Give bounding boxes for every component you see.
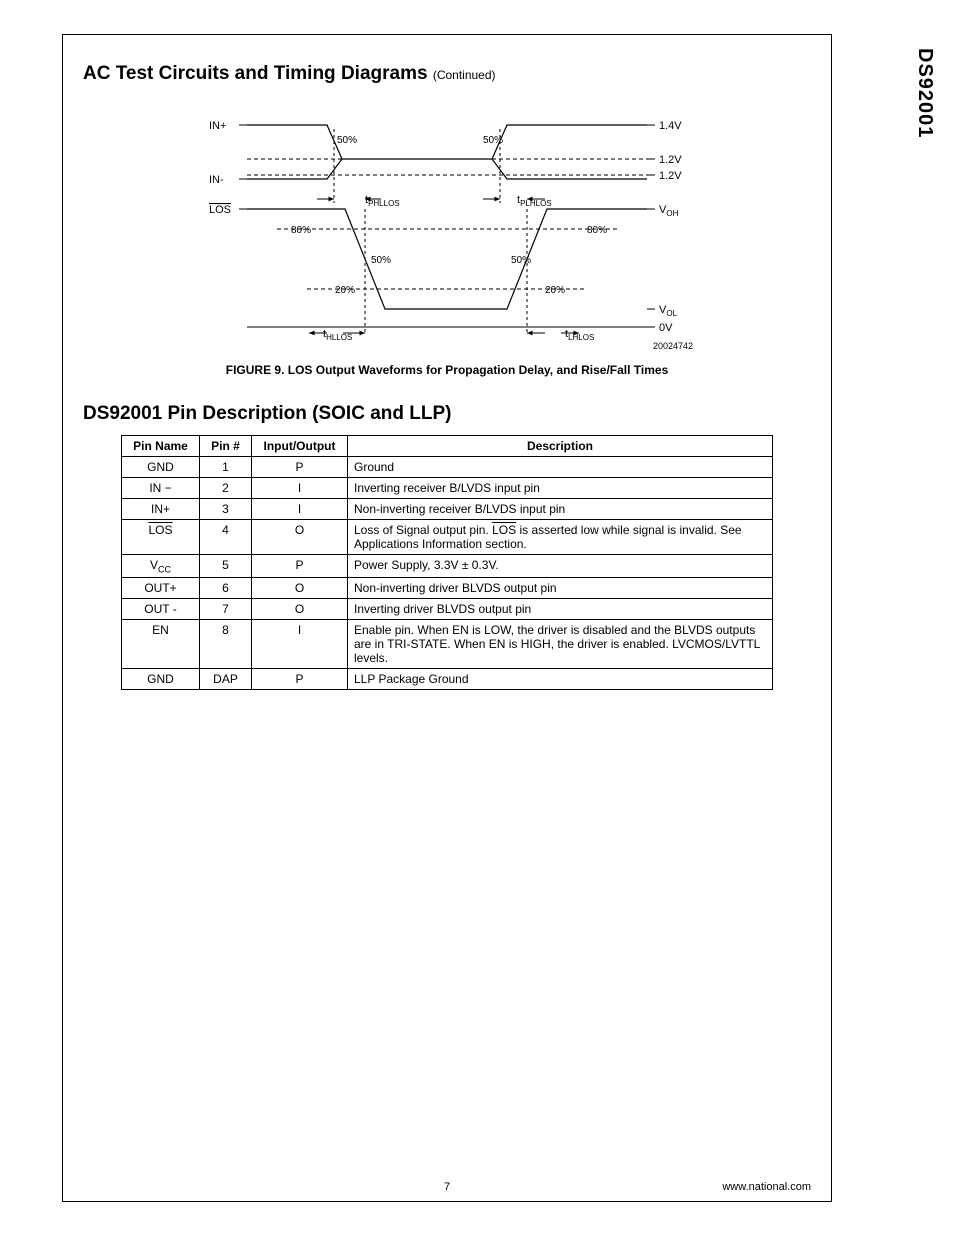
svg-text:IN-: IN-: [209, 174, 224, 186]
svg-text:20%: 20%: [545, 285, 565, 296]
cell-pin-num: 6: [200, 578, 252, 599]
cell-pin-name: OUT+: [122, 578, 200, 599]
pin-section-title: DS92001 Pin Description (SOIC and LLP): [83, 403, 811, 425]
table-row: LOS4OLoss of Signal output pin. LOS is a…: [122, 520, 773, 555]
svg-text:80%: 80%: [291, 225, 311, 236]
cell-pin-name: VCC: [122, 555, 200, 578]
section-continued: (Continued): [433, 68, 496, 82]
pin-description-table: Pin Name Pin # Input/Output Description …: [121, 435, 773, 690]
cell-pin-num: 7: [200, 599, 252, 620]
cell-pin-name: GND: [122, 669, 200, 690]
th-pin-num: Pin #: [200, 436, 252, 457]
cell-pin-name: LOS: [122, 520, 200, 555]
th-pin-name: Pin Name: [122, 436, 200, 457]
cell-desc: Ground: [348, 457, 773, 478]
cell-pin-num: 4: [200, 520, 252, 555]
page-frame: AC Test Circuits and Timing Diagrams (Co…: [62, 34, 832, 1202]
svg-text:0V: 0V: [659, 322, 673, 334]
cell-io: O: [252, 599, 348, 620]
cell-pin-name: GND: [122, 457, 200, 478]
cell-pin-num: 2: [200, 478, 252, 499]
section-title-text: AC Test Circuits and Timing Diagrams: [83, 63, 428, 84]
cell-pin-num: 3: [200, 499, 252, 520]
cell-desc: Inverting driver BLVDS output pin: [348, 599, 773, 620]
svg-text:50%: 50%: [483, 135, 503, 146]
svg-text:50%: 50%: [337, 135, 357, 146]
table-row: GNDDAPPLLP Package Ground: [122, 669, 773, 690]
table-row: VCC5PPower Supply, 3.3V ± 0.3V.: [122, 555, 773, 578]
cell-pin-num: 8: [200, 620, 252, 669]
svg-text:1.4V: 1.4V: [659, 120, 682, 132]
page-footer: 7 www.national.com: [63, 1181, 831, 1193]
timing-diagram: IN+ IN- LOS 1.4V 1.2V 1.2V VOH VOL 0V 50% 50% 80% 20…: [167, 103, 727, 353]
cell-desc: Power Supply, 3.3V ± 0.3V.: [348, 555, 773, 578]
timing-diagram-svg: IN+ IN- LOS 1.4V 1.2V 1.2V VOH VOL 0V 50% 50% 80% 20…: [167, 103, 727, 353]
svg-text:50%: 50%: [371, 255, 391, 266]
th-io: Input/Output: [252, 436, 348, 457]
svg-text:LOS: LOS: [209, 204, 231, 216]
table-row: OUT+6ONon-inverting driver BLVDS output …: [122, 578, 773, 599]
svg-text:IN+: IN+: [209, 120, 226, 132]
svg-text:20%: 20%: [335, 285, 355, 296]
table-header-row: Pin Name Pin # Input/Output Description: [122, 436, 773, 457]
cell-pin-num: 1: [200, 457, 252, 478]
cell-desc: Enable pin. When EN is LOW, the driver i…: [348, 620, 773, 669]
svg-text:80%: 80%: [587, 225, 607, 236]
figure-caption: FIGURE 9. LOS Output Waveforms for Propa…: [83, 363, 811, 377]
cell-io: O: [252, 520, 348, 555]
svg-text:tPLHLOS: tPLHLOS: [517, 194, 552, 208]
svg-text:VOL: VOL: [659, 304, 678, 318]
table-row: EN8IEnable pin. When EN is LOW, the driv…: [122, 620, 773, 669]
table-row: GND1PGround: [122, 457, 773, 478]
cell-io: P: [252, 457, 348, 478]
cell-pin-name: IN −: [122, 478, 200, 499]
cell-desc: Non-inverting receiver B/LVDS input pin: [348, 499, 773, 520]
svg-text:VOH: VOH: [659, 204, 679, 218]
section-title: AC Test Circuits and Timing Diagrams (Co…: [83, 63, 811, 85]
cell-desc: Loss of Signal output pin. LOS is assert…: [348, 520, 773, 555]
cell-pin-name: EN: [122, 620, 200, 669]
table-row: IN −2IInverting receiver B/LVDS input pi…: [122, 478, 773, 499]
cell-desc: Non-inverting driver BLVDS output pin: [348, 578, 773, 599]
cell-io: I: [252, 620, 348, 669]
side-part-label: DS92001: [913, 48, 936, 138]
cell-desc: Inverting receiver B/LVDS input pin: [348, 478, 773, 499]
cell-io: I: [252, 478, 348, 499]
cell-pin-name: IN+: [122, 499, 200, 520]
cell-pin-num: DAP: [200, 669, 252, 690]
footer-page-number: 7: [444, 1181, 450, 1193]
th-desc: Description: [348, 436, 773, 457]
svg-text:50%: 50%: [511, 255, 531, 266]
table-row: OUT -7OInverting driver BLVDS output pin: [122, 599, 773, 620]
table-row: IN+3INon-inverting receiver B/LVDS input…: [122, 499, 773, 520]
svg-text:tLHLOS: tLHLOS: [565, 328, 594, 342]
cell-io: O: [252, 578, 348, 599]
cell-io: P: [252, 669, 348, 690]
svg-text:tHLLOS: tHLLOS: [323, 328, 352, 342]
cell-desc: LLP Package Ground: [348, 669, 773, 690]
cell-io: P: [252, 555, 348, 578]
cell-pin-name: OUT -: [122, 599, 200, 620]
svg-text:1.2V: 1.2V: [659, 170, 682, 182]
cell-pin-num: 5: [200, 555, 252, 578]
svg-text:tPHLLOS: tPHLLOS: [365, 194, 400, 208]
footer-url: www.national.com: [722, 1181, 811, 1193]
svg-text:20024742: 20024742: [653, 341, 693, 351]
svg-text:1.2V: 1.2V: [659, 154, 682, 166]
cell-io: I: [252, 499, 348, 520]
